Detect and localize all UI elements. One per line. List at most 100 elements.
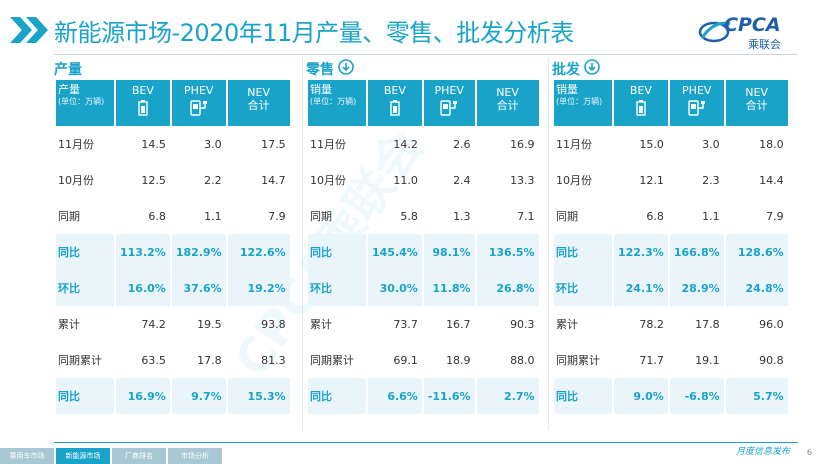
nev-header: NEV 合计 xyxy=(476,80,539,126)
nev-cell: 15.3% xyxy=(227,378,290,414)
bev-cell: 5.8 xyxy=(400,209,418,223)
bev-cell: 71.7 xyxy=(639,353,664,367)
row-label: 同期累计 xyxy=(58,354,102,367)
battery-icon xyxy=(616,100,666,116)
phev-cell: 1.1 xyxy=(702,209,720,223)
panel-wholesale: 批发 销量 (单位：万辆) BEV PHEV NEV 合计 11月份 15.0 3.0 18.0 10… xyxy=(552,58,790,414)
nev-cell: 88.0 xyxy=(510,353,535,367)
footer-divider xyxy=(54,442,798,443)
bev-cell: 14.5 xyxy=(141,137,166,151)
nev-cell: 7.9 xyxy=(268,209,286,223)
row-label: 10月份 xyxy=(310,174,346,187)
footer-tab[interactable]: 新能源市场 xyxy=(56,448,110,464)
row-label: 同比 xyxy=(308,378,366,414)
table-row: 环比 30.0% 11.8% 26.8% xyxy=(308,270,539,306)
bev-cell: 15.0 xyxy=(639,137,664,151)
row-label: 累计 xyxy=(556,318,578,331)
table-row: 11月份 15.0 3.0 18.0 xyxy=(554,126,788,162)
row-label: 11月份 xyxy=(310,138,346,151)
nev-cell: 14.7 xyxy=(261,173,286,187)
nev-label: NEV xyxy=(247,86,271,99)
nev-cell: 14.4 xyxy=(759,173,784,187)
panel-title-text: 零售 xyxy=(306,62,334,78)
data-table: 销量 (单位：万辆) BEV PHEV NEV 合计 11月份 14.2 2.6 16.9 10月份… xyxy=(306,80,541,414)
bev-cell: 9.0% xyxy=(614,378,668,414)
footer-tab[interactable]: 市场分析 xyxy=(168,448,222,464)
bev-cell: 16.0% xyxy=(116,270,170,306)
panel-title-text: 批发 xyxy=(552,62,580,78)
bev-cell: 122.3% xyxy=(614,234,668,270)
table-row: 累计 73.7 16.7 90.3 xyxy=(308,306,539,342)
table-row: 同期 6.8 1.1 7.9 xyxy=(56,198,290,234)
bev-label: BEV xyxy=(629,84,652,97)
nev-total-label: 合计 xyxy=(247,99,270,112)
table-row: 同期累计 71.7 19.1 90.8 xyxy=(554,342,788,378)
table-row: 同比 145.4% 98.1% 136.5% xyxy=(308,234,539,270)
nev-cell: 19.2% xyxy=(227,270,290,306)
unit-label: (单位：万辆) xyxy=(556,97,603,106)
bev-label: BEV xyxy=(383,84,406,97)
phev-cell: 3.0 xyxy=(204,137,222,151)
row-label: 同期 xyxy=(310,210,332,223)
row-label: 11月份 xyxy=(556,138,592,151)
phev-cell: 17.8 xyxy=(695,317,720,331)
nev-cell: 13.3 xyxy=(510,173,535,187)
footer-tabs: 乘用车市场 新能源市场 厂商排名 市场分析 xyxy=(0,448,222,464)
bev-cell: 16.9% xyxy=(116,378,170,414)
header-row: 销量 (单位：万辆) BEV PHEV NEV 合计 xyxy=(308,80,539,126)
table-row: 同比 113.2% 182.9% 122.6% xyxy=(56,234,290,270)
row-label: 10月份 xyxy=(556,174,592,187)
nev-cell: 96.0 xyxy=(759,317,784,331)
footer-tab[interactable]: 乘用车市场 xyxy=(0,448,54,464)
fuel-plug-icon xyxy=(426,100,473,116)
row-label: 同期 xyxy=(556,210,578,223)
download-circle-icon xyxy=(338,59,354,79)
phev-header: PHEV xyxy=(423,80,475,126)
table-row: 11月份 14.5 3.0 17.5 xyxy=(56,126,290,162)
bev-header: BEV xyxy=(614,80,668,126)
corner-label: 销量 xyxy=(556,83,578,96)
cpca-logo: CPCA 乘联会 xyxy=(696,12,806,52)
nev-header: NEV 合计 xyxy=(227,80,290,126)
nev-cell: 90.3 xyxy=(510,317,535,331)
phev-cell: 98.1% xyxy=(423,234,475,270)
phev-cell: 182.9% xyxy=(171,234,226,270)
panel-retail: 零售 销量 (单位：万辆) BEV PHEV NEV 合计 11月份 14.2 2.6 16.9 10… xyxy=(306,58,541,414)
row-label: 环比 xyxy=(308,270,366,306)
footer-note: 月度信息发布 xyxy=(735,447,790,457)
row-label: 同比 xyxy=(554,234,612,270)
globe-icon xyxy=(698,21,731,43)
phev-cell: 19.5 xyxy=(197,317,222,331)
phev-label: PHEV xyxy=(682,84,712,97)
phev-cell: 166.8% xyxy=(669,234,724,270)
bev-cell: 113.2% xyxy=(116,234,170,270)
phev-header: PHEV xyxy=(669,80,724,126)
table-row: 10月份 12.5 2.2 14.7 xyxy=(56,162,290,198)
phev-label: PHEV xyxy=(184,84,214,97)
phev-cell: 2.6 xyxy=(453,137,471,151)
fuel-plug-icon xyxy=(174,100,224,116)
bev-header: BEV xyxy=(116,80,170,126)
panel-production: 产量 产量 (单位：万辆) BEV PHEV NEV 合计 11月份 14.5 3.0 17.5 10… xyxy=(54,58,292,414)
row-label: 同期累计 xyxy=(310,354,354,367)
unit-label: (单位：万辆) xyxy=(310,97,357,106)
phev-cell: 28.9% xyxy=(669,270,724,306)
nev-cell: 122.6% xyxy=(227,234,290,270)
phev-cell: 17.8 xyxy=(197,353,222,367)
bev-cell: 11.0 xyxy=(393,173,418,187)
nev-header: NEV 合计 xyxy=(725,80,788,126)
logo-text: CPCA xyxy=(724,14,781,36)
table-row: 同比 16.9% 9.7% 15.3% xyxy=(56,378,290,414)
phev-label: PHEV xyxy=(434,84,464,97)
corner-label: 产量 xyxy=(58,83,80,96)
phev-cell: 1.1 xyxy=(204,209,222,223)
table-row: 环比 24.1% 28.9% 24.8% xyxy=(554,270,788,306)
battery-icon xyxy=(370,100,420,116)
row-label: 11月份 xyxy=(58,138,94,151)
phev-cell: 11.8% xyxy=(423,270,475,306)
footer-tab[interactable]: 厂商排名 xyxy=(112,448,166,464)
table-row: 10月份 11.0 2.4 13.3 xyxy=(308,162,539,198)
logo-subtext: 乘联会 xyxy=(748,38,781,51)
header-divider xyxy=(54,54,798,55)
bev-cell: 14.2 xyxy=(393,137,418,151)
